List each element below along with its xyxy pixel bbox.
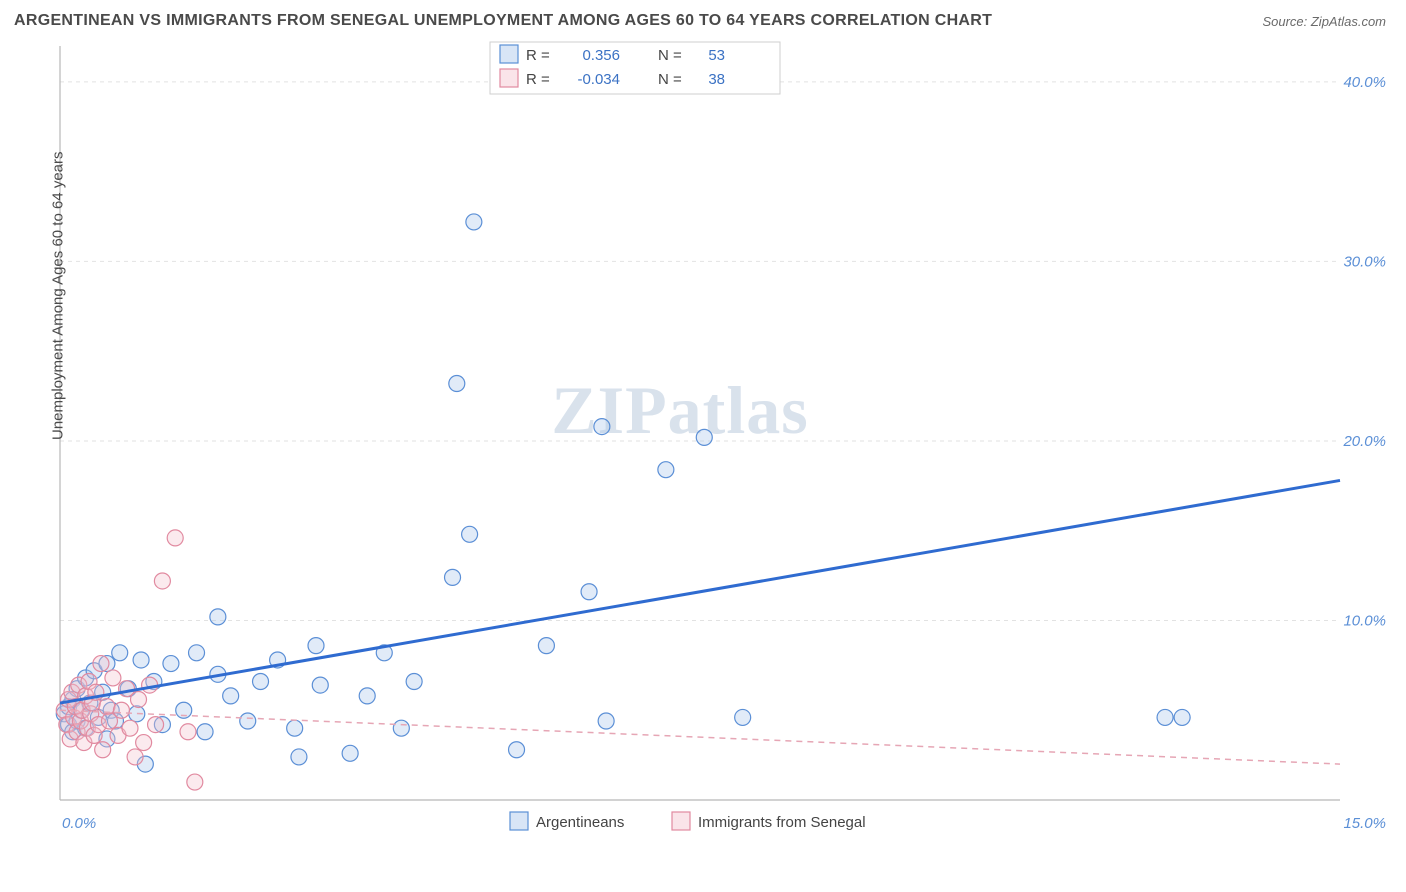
data-point — [180, 724, 196, 740]
y-tick-label: 10.0% — [1343, 612, 1386, 629]
legend-r-value: 0.356 — [582, 47, 620, 64]
data-point — [291, 749, 307, 765]
data-point — [95, 742, 111, 758]
y-tick-label: 20.0% — [1342, 433, 1386, 450]
data-point — [308, 638, 324, 654]
watermark: ZIPatlas — [551, 372, 808, 448]
data-point — [189, 645, 205, 661]
x-tick-label: 0.0% — [62, 815, 96, 832]
legend-n-value: 53 — [708, 47, 725, 64]
data-point — [538, 638, 554, 654]
y-axis-label: Unemployment Among Ages 60 to 64 years — [50, 151, 67, 440]
data-point — [406, 674, 422, 690]
data-point — [122, 720, 138, 736]
plot-area: Unemployment Among Ages 60 to 64 years 1… — [50, 40, 1390, 840]
x-tick-label: 15.0% — [1343, 815, 1386, 832]
chart-title: ARGENTINEAN VS IMMIGRANTS FROM SENEGAL U… — [14, 12, 992, 30]
legend-swatch — [500, 45, 518, 63]
source-attribution: Source: ZipAtlas.com — [1262, 14, 1386, 29]
legend-swatch — [510, 812, 528, 830]
data-point — [449, 376, 465, 392]
data-point — [167, 530, 183, 546]
data-point — [1174, 709, 1190, 725]
legend-swatch — [500, 69, 518, 87]
legend-n-value: 38 — [708, 71, 725, 88]
data-point — [127, 749, 143, 765]
data-point — [131, 691, 147, 707]
data-point — [105, 670, 121, 686]
data-point — [93, 656, 109, 672]
y-tick-label: 30.0% — [1343, 253, 1386, 270]
data-point — [133, 652, 149, 668]
data-point — [112, 645, 128, 661]
data-point — [1157, 709, 1173, 725]
data-point — [136, 735, 152, 751]
data-point — [148, 717, 164, 733]
legend-r-label: R = — [526, 71, 550, 88]
legend-series-label: Immigrants from Senegal — [698, 814, 866, 831]
data-point — [359, 688, 375, 704]
legend-n-label: N = — [658, 71, 682, 88]
data-point — [466, 214, 482, 230]
data-point — [163, 656, 179, 672]
data-point — [342, 745, 358, 761]
data-point — [210, 609, 226, 625]
data-point — [509, 742, 525, 758]
data-point — [658, 462, 674, 478]
data-point — [187, 774, 203, 790]
trend-line — [60, 710, 1340, 764]
data-point — [581, 584, 597, 600]
trend-line — [60, 480, 1340, 703]
legend-r-value: -0.034 — [577, 71, 620, 88]
data-point — [696, 429, 712, 445]
data-point — [445, 569, 461, 585]
data-point — [312, 677, 328, 693]
data-point — [253, 674, 269, 690]
legend-n-label: N = — [658, 47, 682, 64]
y-tick-label: 40.0% — [1343, 74, 1386, 91]
data-point — [240, 713, 256, 729]
data-point — [598, 713, 614, 729]
legend-swatch — [672, 812, 690, 830]
data-point — [223, 688, 239, 704]
data-point — [197, 724, 213, 740]
data-point — [113, 702, 129, 718]
data-point — [393, 720, 409, 736]
legend-series-label: Argentineans — [536, 814, 624, 831]
data-point — [287, 720, 303, 736]
correlation-scatter-chart: 10.0% 20.0% 30.0% 40.0% ZIPatlas 0.0% 15.0% R =… — [50, 40, 1390, 860]
data-point — [154, 573, 170, 589]
data-point — [594, 419, 610, 435]
data-point — [735, 709, 751, 725]
legend-r-label: R = — [526, 47, 550, 64]
data-point — [462, 526, 478, 542]
